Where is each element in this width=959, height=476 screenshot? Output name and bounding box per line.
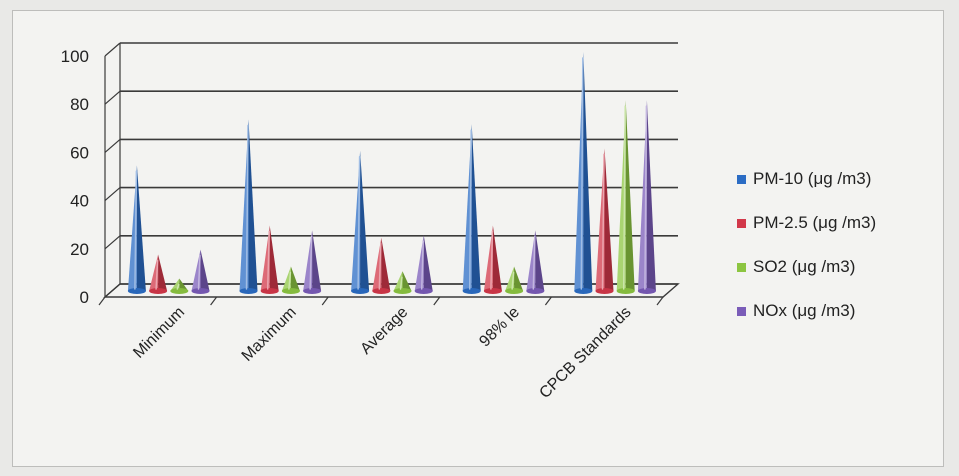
cone-nox [414, 235, 433, 294]
y-tick-label: 60 [70, 143, 89, 162]
legend-item: PM-2.5 (μg /m3) [737, 213, 876, 233]
y-tick-label: 100 [61, 47, 89, 66]
cone-pm-10 [127, 165, 146, 294]
category-label: CPCB Standards [536, 304, 634, 402]
cone-chart: 0 20 40 60 80 100 Minimum Maximum Average 98% le… [61, 42, 680, 402]
legend: PM-10 (μg /m3) PM-2.5 (μg /m3) SO2 (μg /m3… [737, 169, 876, 345]
category-label: Minimum [130, 304, 188, 362]
cone-nox [303, 230, 322, 294]
gridlines [104, 42, 678, 298]
cone-so2 [616, 100, 635, 294]
y-tick-label: 80 [70, 95, 89, 114]
legend-item: NOx (μg /m3) [737, 301, 876, 321]
gridline-side [104, 187, 121, 202]
legend-swatch [737, 262, 746, 272]
category-labels: Minimum Maximum Average 98% le CPCB Standard… [130, 304, 634, 402]
cone-so2 [170, 278, 189, 294]
legend-item: SO2 (μg /m3) [737, 257, 876, 277]
x-tick [544, 296, 552, 306]
gridline-side [104, 235, 121, 250]
category-label: Maximum [239, 304, 300, 365]
cone-nox [526, 230, 545, 294]
x-tick [321, 296, 329, 306]
chart-frame: 0 20 40 60 80 100 Minimum Maximum Average 98% le… [12, 10, 944, 467]
cone-pm-10 [351, 150, 370, 294]
y-tick-labels: 0 20 40 60 80 100 [61, 47, 89, 307]
x-tick [98, 296, 106, 306]
legend-swatch [737, 306, 746, 316]
legend-label: PM-2.5 (μg /m3) [753, 213, 877, 232]
gridline-side [104, 138, 121, 153]
axes [98, 43, 680, 306]
cone-pm-2.5 [260, 225, 279, 294]
category-label: Average [357, 304, 411, 358]
cone-so2 [281, 266, 300, 294]
y-tick-label: 40 [70, 192, 89, 211]
y-tick-label: 0 [80, 288, 89, 307]
cone-nox [191, 249, 210, 294]
data-cones [127, 52, 656, 294]
legend-label: SO2 (μg /m3) [753, 257, 856, 276]
legend-label: NOx (μg /m3) [753, 301, 856, 320]
x-tick [433, 296, 441, 306]
cone-pm-2.5 [149, 254, 168, 294]
cone-pm-10 [574, 52, 593, 294]
legend-label: PM-10 (μg /m3) [753, 169, 872, 188]
cone-pm-2.5 [483, 225, 502, 294]
cone-so2 [393, 271, 412, 294]
floor-plane [103, 283, 680, 298]
cone-pm-10 [239, 119, 258, 294]
y-tick-label: 20 [70, 240, 89, 259]
cone-pm-2.5 [372, 237, 391, 294]
x-tick [656, 296, 664, 306]
legend-item: PM-10 (μg /m3) [737, 169, 876, 189]
cone-pm-10 [462, 124, 481, 294]
cone-nox [637, 100, 656, 294]
category-label: 98% le [476, 304, 523, 351]
gridline-side [104, 42, 121, 57]
x-tick [210, 296, 218, 306]
gridline-side [104, 90, 121, 105]
legend-swatch [737, 218, 746, 228]
legend-swatch [737, 174, 746, 184]
cone-pm-2.5 [595, 148, 614, 294]
cone-so2 [505, 266, 524, 294]
